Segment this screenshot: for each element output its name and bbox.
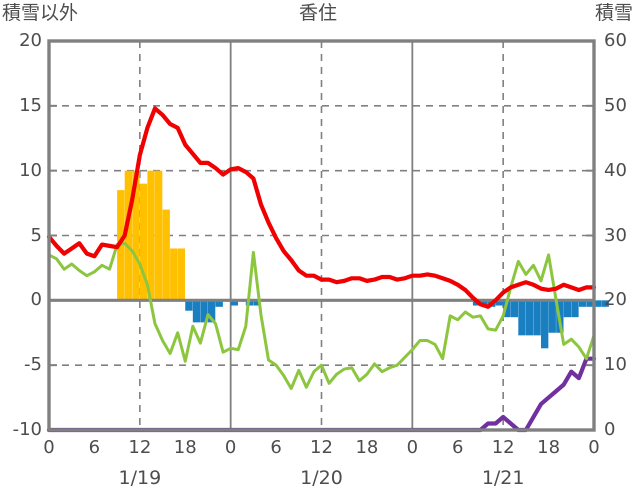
bar-降水量	[177, 248, 186, 301]
bar-降雪量	[586, 300, 594, 307]
x-axis-tick: 0	[406, 437, 419, 458]
x-axis-date-label: 1/21	[481, 467, 525, 489]
bar-降水量	[132, 170, 140, 301]
right-axis-title: 積雪	[594, 2, 633, 24]
bar-降水量	[170, 248, 178, 301]
line-series-風速	[47, 241, 596, 391]
bar-降雪量	[541, 300, 549, 349]
x-axis-tick: 12	[491, 437, 515, 458]
y-axis-tick-left: 5	[30, 224, 42, 246]
x-axis-date-label: 1/20	[300, 467, 343, 489]
bar-降水量	[139, 183, 148, 301]
y-axis-tick-left: -10	[12, 419, 42, 440]
x-axis-tick: 18	[355, 437, 379, 458]
bar-降雪量	[495, 300, 503, 306]
y-axis-tick-left: 10	[19, 159, 42, 181]
bar-降雪量	[525, 300, 534, 336]
bar-降水量	[154, 170, 163, 301]
y-axis-tick-right: 0	[604, 419, 616, 440]
page-title: 香住	[298, 2, 337, 24]
y-axis-tick-right: 10	[604, 354, 627, 376]
y-axis-tick-left: 0	[30, 289, 42, 311]
bar-降雪量	[578, 300, 587, 307]
bar-降雪量	[533, 300, 541, 336]
y-axis-tick-right: 50	[604, 94, 627, 116]
bar-降雪量	[503, 300, 511, 318]
x-axis-tick: 0	[43, 437, 55, 458]
x-axis-tick: 18	[537, 437, 561, 458]
bar-降雪量	[480, 300, 488, 306]
bar-降水量	[162, 209, 170, 301]
x-axis-tick: 18	[173, 437, 197, 458]
bar-降雪量	[601, 300, 609, 307]
x-axis-tick: 0	[588, 437, 600, 458]
x-axis-tick: 0	[224, 437, 237, 458]
x-axis-tick: 6	[452, 437, 464, 458]
bar-降雪量	[571, 300, 579, 318]
bar-降水量	[147, 170, 155, 301]
x-axis-tick: 6	[88, 437, 101, 458]
y-axis-tick-right: 30	[604, 224, 627, 246]
bar-降雪量	[192, 300, 201, 323]
bar-降水量	[124, 170, 133, 301]
y-axis-tick-right: 20	[604, 289, 627, 311]
y-axis-tick-left: 15	[19, 94, 42, 116]
x-axis-tick: 12	[128, 437, 152, 458]
bar-series-降水量	[117, 170, 186, 301]
y-axis-tick-right: 40	[604, 159, 627, 181]
y-axis-tick-left: 20	[19, 30, 42, 51]
y-axis-tick-left: -5	[24, 354, 42, 376]
bar-降雪量	[594, 300, 602, 307]
y-axis-tick-right: 60	[604, 30, 627, 51]
bar-降雪量	[207, 300, 216, 323]
bar-降雪量	[230, 300, 239, 306]
bar-降雪量	[200, 300, 208, 323]
line-series-気温	[46, 106, 597, 309]
bar-降雪量	[548, 300, 556, 333]
bar-降雪量	[563, 300, 572, 318]
x-axis-tick: 12	[310, 437, 333, 458]
x-axis-tick: 6	[270, 437, 282, 458]
x-axis-date-label: 1/19	[118, 467, 162, 489]
bar-降雪量	[253, 300, 261, 306]
bar-降雪量	[518, 300, 526, 336]
bar-降雪量	[510, 300, 519, 318]
bar-降雪量	[215, 300, 223, 307]
left-axis-title: 積雪以外	[2, 2, 79, 24]
bar-降雪量	[185, 300, 193, 311]
